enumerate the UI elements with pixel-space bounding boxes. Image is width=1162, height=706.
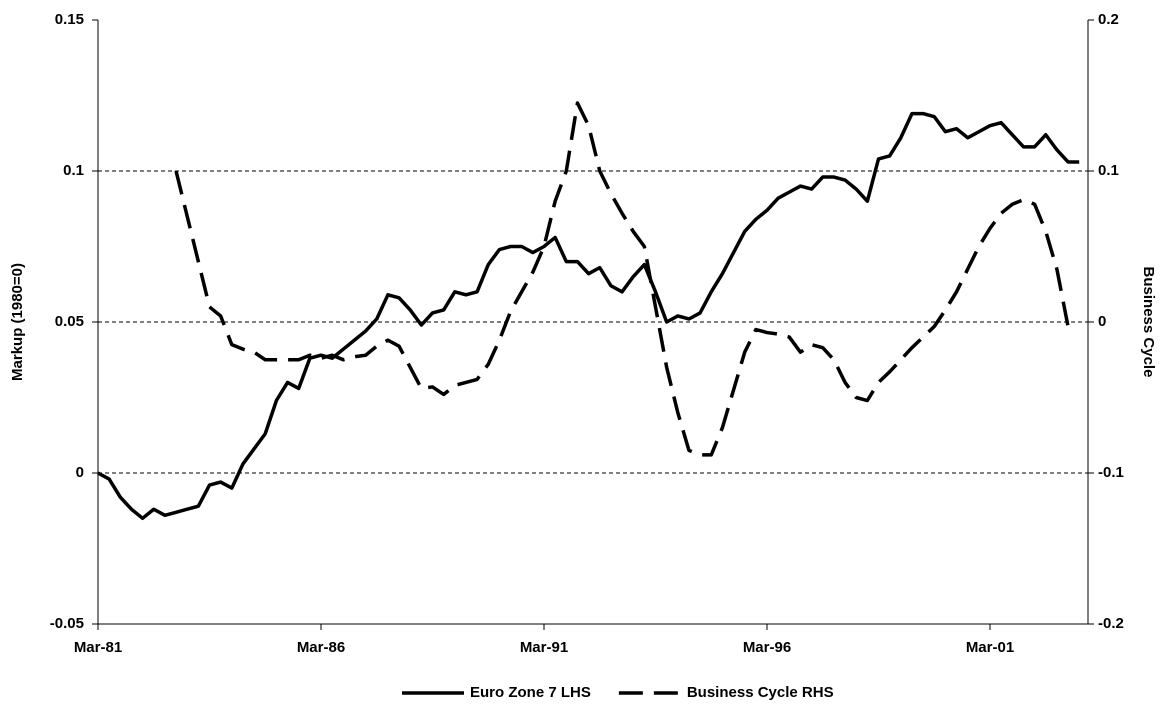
x-tick-label: Mar-81 [74, 639, 122, 656]
y2-tick-label: -0.2 [1098, 615, 1124, 632]
y2-tick-label: -0.1 [1098, 464, 1124, 481]
y2-axis-title: Business Cycle [1140, 267, 1157, 378]
y-tick-label: 0.05 [55, 313, 84, 330]
y-tick-label: 0.1 [63, 162, 84, 179]
x-tick-label: Mar-96 [743, 639, 791, 656]
y2-tick-label: 0.2 [1098, 11, 1119, 28]
y-tick-label: 0 [76, 464, 84, 481]
legend-label: Euro Zone 7 LHS [470, 684, 591, 701]
series-line [174, 101, 1070, 457]
y2-tick-label: 0 [1098, 313, 1106, 330]
x-tick-label: Mar-01 [966, 639, 1014, 656]
y-tick-label: -0.05 [50, 615, 84, 632]
y2-tick-label: 0.1 [1098, 162, 1119, 179]
legend-label: Business Cycle RHS [687, 684, 834, 701]
y-tick-label: 0.15 [55, 11, 84, 28]
y-axis-title: Markup (1980=0) [9, 263, 26, 381]
x-tick-label: Mar-86 [297, 639, 345, 656]
series-line [97, 111, 1080, 521]
x-tick-label: Mar-91 [520, 639, 568, 656]
